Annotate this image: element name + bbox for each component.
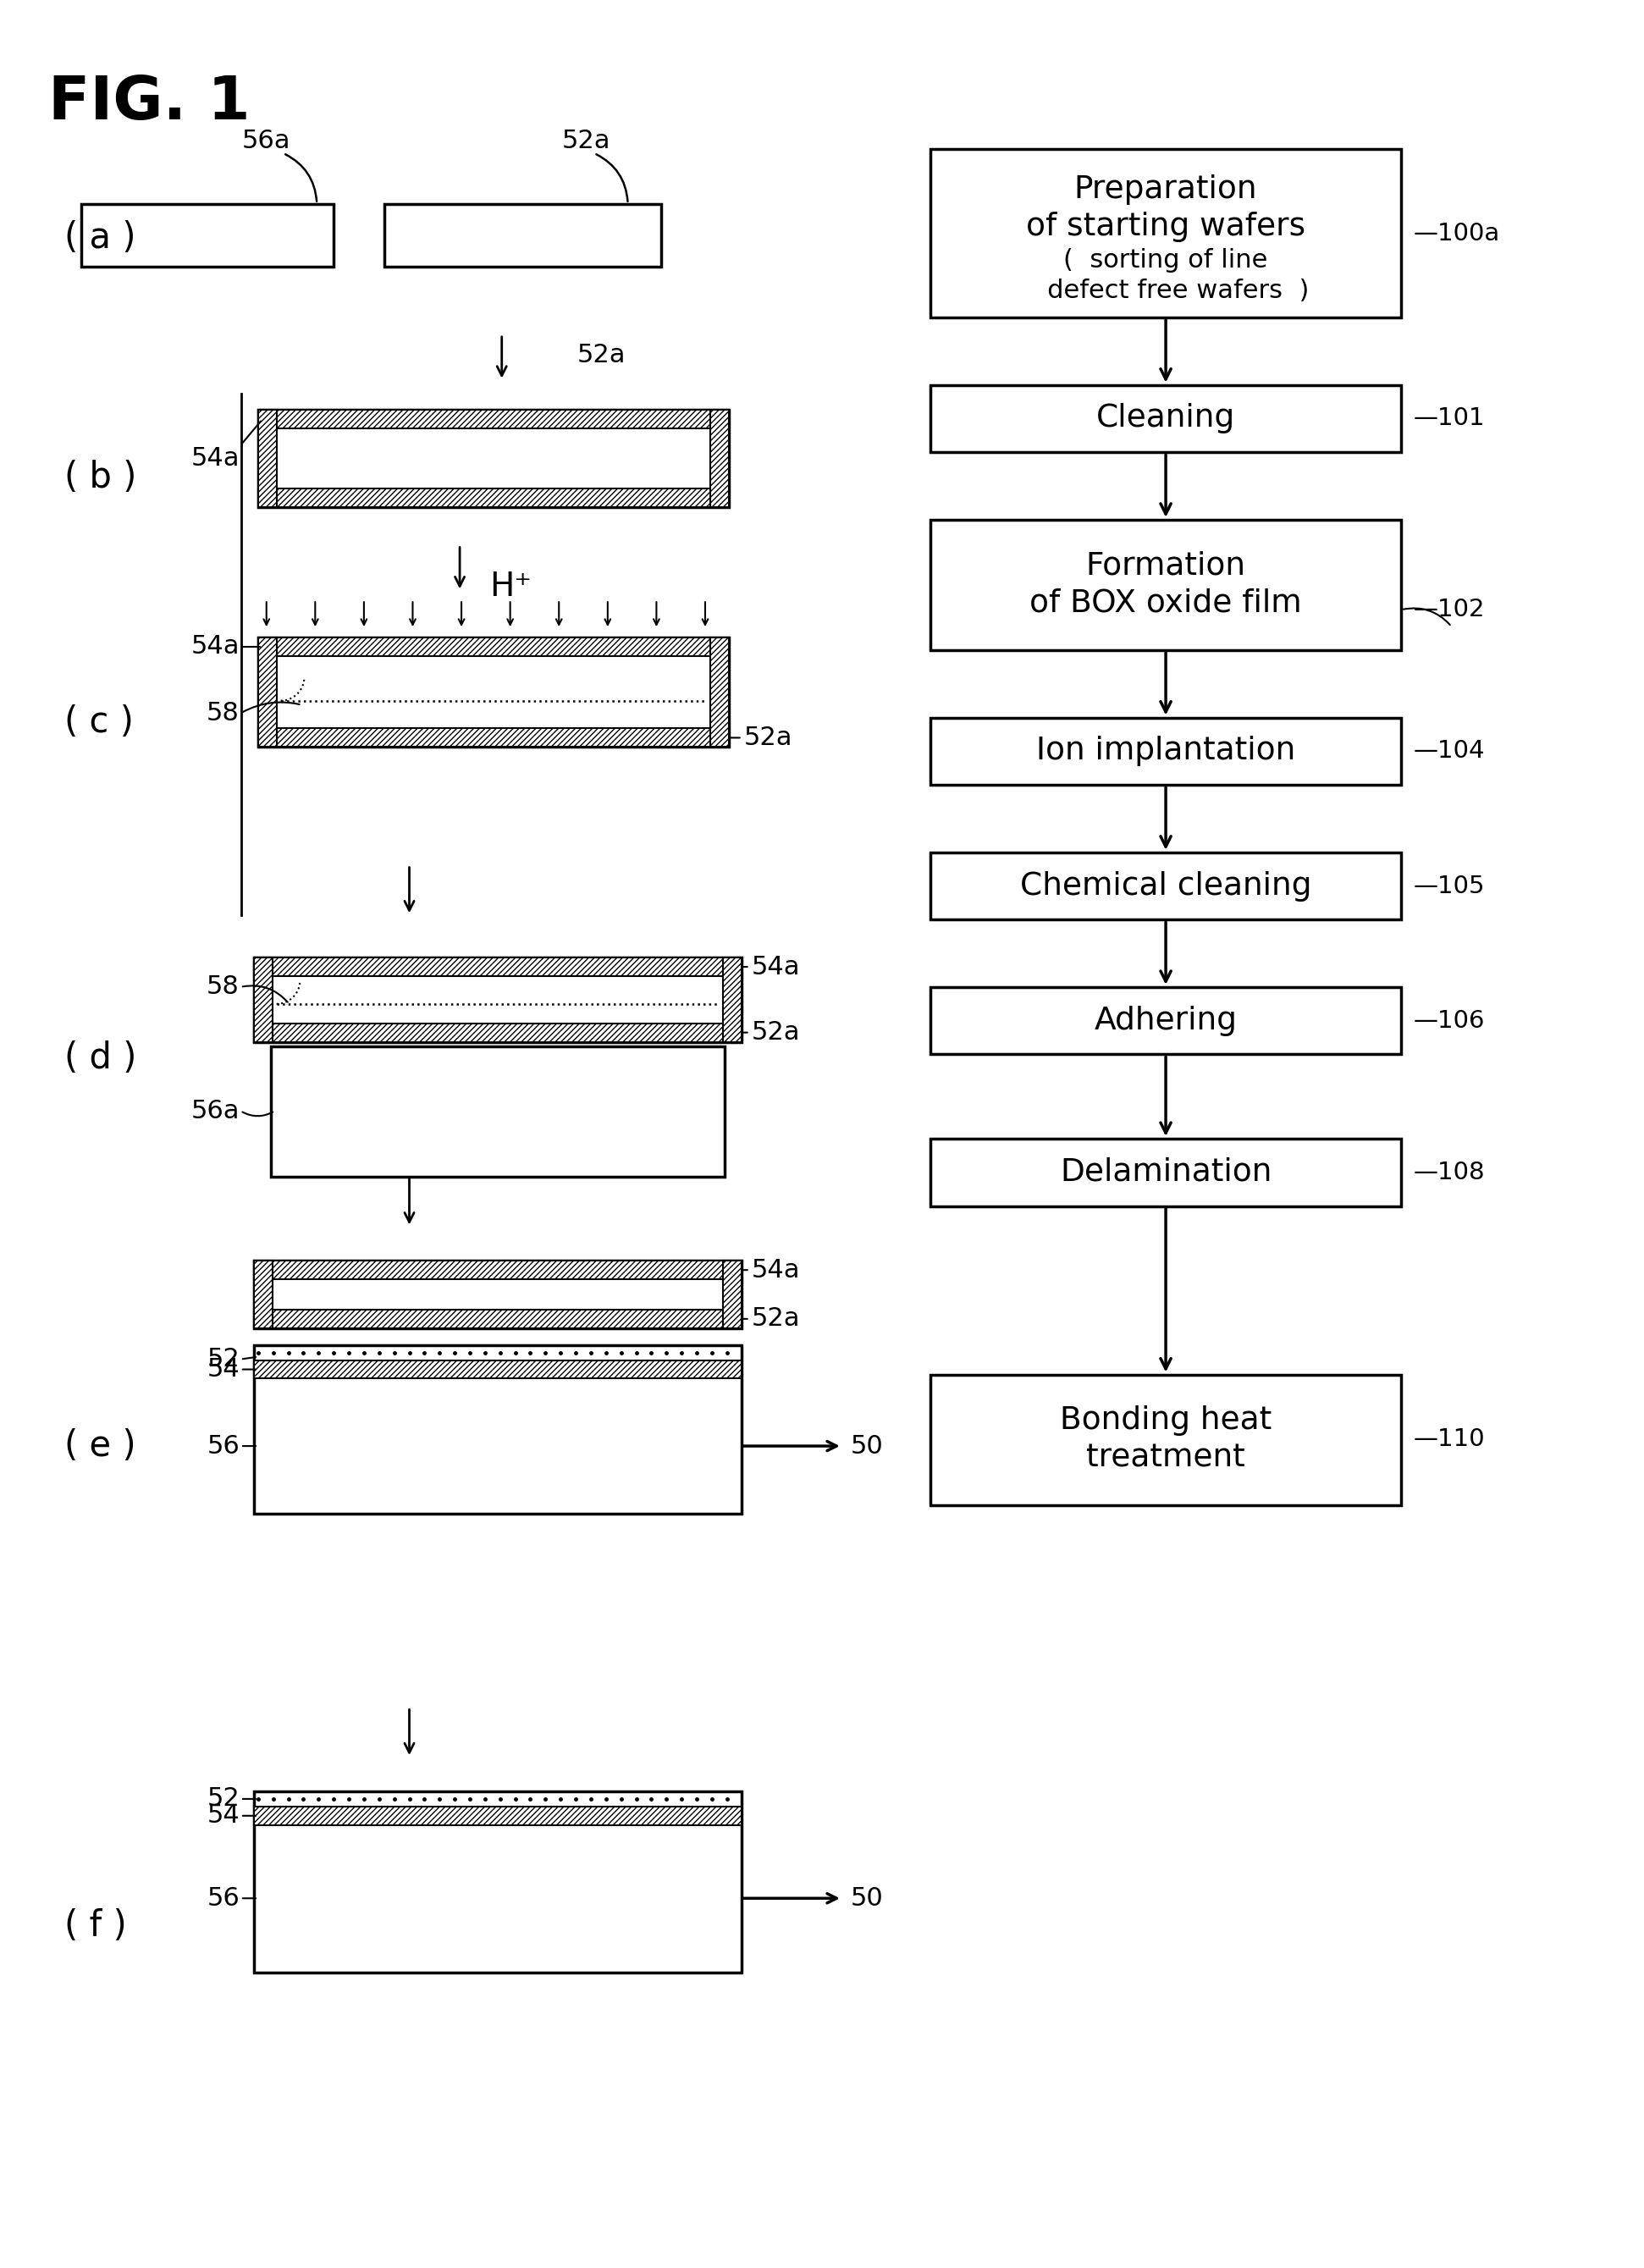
Text: Formation
of BOX oxide film: Formation of BOX oxide film (1029, 551, 1302, 619)
Text: FIG. 1: FIG. 1 (48, 73, 250, 132)
Bar (253, 1023, 741, 1041)
Bar (273, 975, 723, 1023)
Bar (253, 1808, 741, 1826)
Text: ( f ): ( f ) (64, 1907, 127, 1944)
Bar (931, 386, 1401, 451)
Bar (82, 204, 334, 268)
Bar (931, 987, 1401, 1055)
Bar (258, 728, 728, 746)
Text: ( d ): ( d ) (64, 1041, 136, 1077)
Text: 54a: 54a (751, 955, 801, 980)
Text: ( e ): ( e ) (64, 1429, 136, 1463)
Bar (253, 1309, 741, 1329)
Text: Delamination: Delamination (1060, 1157, 1272, 1188)
Bar (276, 655, 710, 728)
Text: —104: —104 (1414, 739, 1485, 762)
Bar (931, 519, 1401, 651)
Bar (931, 1374, 1401, 1506)
Text: ( b ): ( b ) (64, 460, 136, 494)
Bar (723, 957, 741, 1041)
Bar (258, 637, 728, 655)
Text: 52a: 52a (751, 1306, 801, 1331)
Text: 54a: 54a (191, 447, 240, 469)
Text: 56a: 56a (242, 129, 291, 152)
Text: 50: 50 (850, 1887, 883, 1910)
Bar (931, 1139, 1401, 1207)
Text: 54a: 54a (751, 1259, 801, 1281)
Text: ( c ): ( c ) (64, 703, 135, 739)
Text: Ion implantation: Ion implantation (1036, 737, 1295, 767)
Text: 52a: 52a (562, 129, 610, 152)
Text: 56: 56 (207, 1887, 240, 1910)
Bar (258, 411, 728, 429)
Bar (931, 150, 1401, 318)
Bar (276, 429, 710, 488)
Bar (253, 957, 741, 975)
Text: 52: 52 (207, 1347, 240, 1372)
Bar (931, 853, 1401, 919)
Text: —105: —105 (1414, 873, 1485, 898)
Text: 56a: 56a (191, 1098, 240, 1123)
Bar (385, 204, 661, 268)
Text: —102: —102 (1414, 599, 1485, 621)
Bar (253, 1261, 741, 1279)
Bar (710, 411, 728, 508)
Text: (  sorting of line
   defect free wafers  ): ( sorting of line defect free wafers ) (1023, 247, 1309, 304)
Text: ( a ): ( a ) (64, 220, 136, 256)
Bar (273, 1279, 723, 1309)
Text: Bonding heat
treatment: Bonding heat treatment (1060, 1406, 1272, 1474)
Bar (253, 957, 741, 1041)
Text: —106: —106 (1414, 1009, 1485, 1032)
Text: 54: 54 (207, 1803, 240, 1828)
Text: 58: 58 (207, 975, 240, 1000)
Bar (258, 488, 728, 508)
Bar (271, 1046, 725, 1177)
Text: 52a: 52a (751, 1021, 801, 1046)
Text: —110: —110 (1414, 1427, 1485, 1452)
Text: 58: 58 (207, 701, 240, 726)
Text: 56: 56 (207, 1433, 240, 1458)
Bar (258, 637, 728, 746)
Bar (253, 957, 273, 1041)
Text: —100a: —100a (1414, 222, 1501, 245)
Bar (253, 1261, 273, 1329)
Text: —101: —101 (1414, 406, 1485, 431)
Bar (258, 411, 276, 508)
Text: 52a: 52a (743, 726, 792, 751)
Text: 52: 52 (207, 1787, 240, 1812)
Text: Cleaning: Cleaning (1097, 404, 1235, 433)
Bar (258, 411, 728, 508)
Bar (258, 637, 276, 746)
Bar (253, 1792, 741, 1973)
Bar (253, 1261, 741, 1329)
Text: 50: 50 (850, 1433, 883, 1458)
Bar (253, 1361, 741, 1379)
Bar (710, 637, 728, 746)
Text: Adhering: Adhering (1095, 1005, 1238, 1036)
Text: H⁺: H⁺ (488, 572, 531, 603)
Bar (253, 1345, 741, 1513)
Bar (931, 717, 1401, 785)
Text: Chemical cleaning: Chemical cleaning (1019, 871, 1312, 900)
Text: 52a: 52a (577, 342, 626, 367)
Text: 54: 54 (207, 1356, 240, 1381)
Text: Preparation
of starting wafers: Preparation of starting wafers (1026, 175, 1305, 243)
Text: —108: —108 (1414, 1161, 1485, 1184)
Bar (723, 1261, 741, 1329)
Text: 54a: 54a (191, 635, 240, 660)
